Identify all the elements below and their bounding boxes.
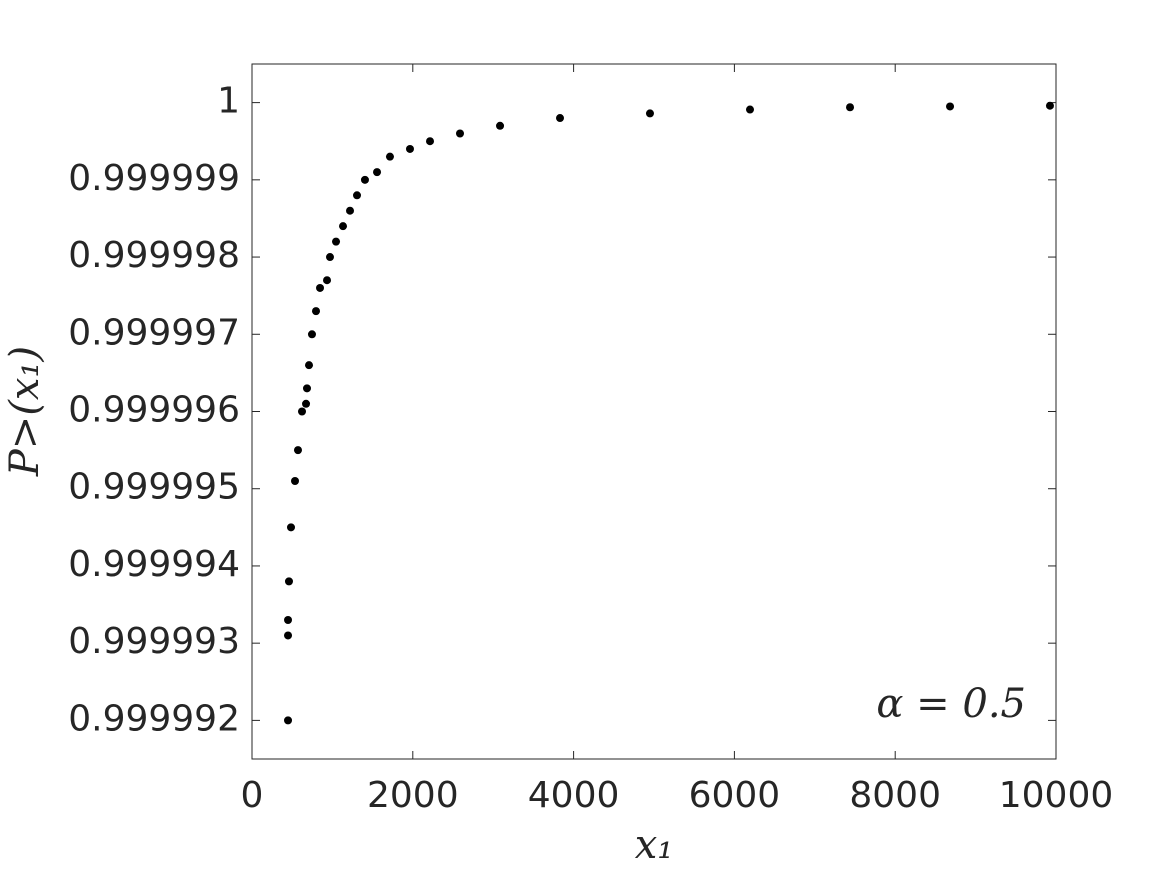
y-tick-label: 0.999993 <box>68 621 240 662</box>
point <box>307 330 316 339</box>
x-tick-label: 4000 <box>528 775 620 816</box>
point <box>360 175 369 184</box>
y-axis-label: P>(x₁) <box>2 346 48 477</box>
x-tick-label: 10000 <box>999 775 1114 816</box>
point <box>346 206 355 215</box>
point <box>298 407 307 416</box>
y-tick-label: 0.999992 <box>68 698 240 739</box>
point <box>284 577 293 586</box>
y-tick-label: 0.999996 <box>68 390 240 431</box>
point <box>291 477 300 485</box>
point <box>645 109 654 118</box>
point <box>426 137 435 146</box>
point <box>496 121 505 130</box>
y-tick-label: 0.999997 <box>68 312 240 353</box>
y-tick-label: 0.999998 <box>68 235 240 276</box>
point <box>284 631 293 640</box>
x-tick-label: 0 <box>241 775 264 816</box>
point <box>286 523 295 532</box>
point <box>846 103 855 112</box>
point <box>302 384 311 393</box>
point <box>405 144 414 153</box>
point <box>745 105 754 114</box>
point <box>293 446 302 455</box>
x-tick-label: 2000 <box>367 775 459 816</box>
y-tick-label: 0.999995 <box>68 467 240 508</box>
y-tick-label: 1 <box>217 81 240 122</box>
y-tick-label: 0.999994 <box>68 544 240 585</box>
point <box>316 283 325 292</box>
x-tick-label: 8000 <box>849 775 941 816</box>
point <box>373 168 382 177</box>
point <box>325 253 334 262</box>
point <box>302 399 311 408</box>
point <box>332 237 341 246</box>
point <box>305 361 314 370</box>
point <box>946 102 955 111</box>
point <box>1045 101 1054 110</box>
point <box>284 716 293 725</box>
point <box>284 616 293 624</box>
plot-frame <box>251 63 1057 760</box>
point <box>311 307 320 316</box>
point <box>339 222 348 231</box>
point <box>323 276 332 285</box>
x-axis-label: x₁ <box>635 822 674 868</box>
point <box>455 129 464 138</box>
point <box>556 114 565 123</box>
x-tick-label: 6000 <box>689 775 781 816</box>
point <box>353 191 362 200</box>
point <box>385 152 394 161</box>
y-tick-label: 0.999999 <box>68 158 240 199</box>
annotation: α = 0.5 <box>876 681 1026 727</box>
